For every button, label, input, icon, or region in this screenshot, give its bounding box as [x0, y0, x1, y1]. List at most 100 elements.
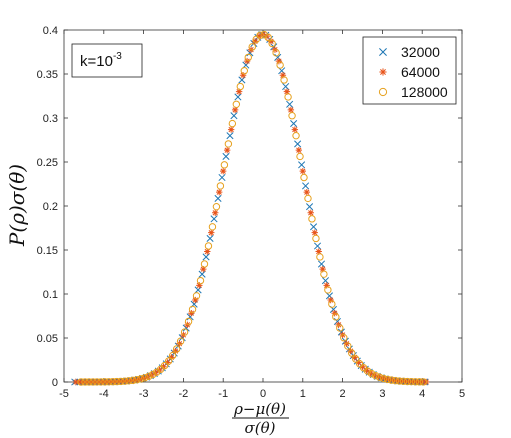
legend-label: 128000 — [401, 84, 448, 100]
data-point-circle — [264, 33, 272, 42]
annotation-text: k=10-3 — [80, 51, 122, 70]
data-point-circle — [157, 365, 165, 373]
data-series — [71, 30, 430, 386]
y-tick-label: 0.35 — [37, 69, 58, 81]
data-point-asterisk — [227, 126, 235, 133]
data-point-circle — [244, 53, 252, 62]
data-point-circle — [101, 378, 109, 386]
data-point-circle — [324, 286, 332, 294]
data-point-circle — [340, 334, 348, 342]
y-tick-label: 0.4 — [43, 25, 58, 37]
data-point-circle — [113, 377, 121, 386]
data-point-asterisk — [212, 209, 219, 217]
data-point-x — [290, 120, 298, 128]
x-label-numerator: ρ−μ(θ) — [233, 400, 286, 418]
data-point-x — [317, 260, 326, 268]
legend-item-128000: 128000 — [378, 84, 448, 100]
data-point-circle — [200, 260, 209, 268]
data-point-circle — [391, 376, 400, 385]
data-point-x — [206, 234, 214, 243]
data-point-circle — [172, 345, 181, 353]
data-point-asterisk — [315, 248, 322, 255]
data-point-circle — [105, 378, 113, 386]
y-tick-label: 0.05 — [37, 333, 58, 345]
data-point-circle — [284, 93, 292, 101]
data-point-circle — [137, 375, 145, 383]
data-point-x — [309, 223, 318, 231]
y-tick-label: 0.15 — [37, 245, 58, 257]
data-point-asterisk — [235, 88, 243, 95]
x-tick-label: -2 — [179, 388, 189, 400]
data-point-x — [294, 140, 302, 148]
data-point-circle — [81, 378, 89, 386]
annotation-box: k=10-3 — [71, 43, 143, 78]
data-point-circle — [276, 61, 284, 69]
data-point-circle — [304, 194, 312, 203]
data-point-circle — [216, 182, 225, 190]
x-tick-label: 1 — [300, 388, 306, 400]
data-point-x — [306, 203, 314, 211]
data-point-asterisk — [267, 38, 275, 45]
y-tick-label: 0.3 — [43, 113, 58, 125]
data-point-circle — [312, 234, 320, 243]
legend-label: 32000 — [401, 44, 440, 60]
data-point-circle — [212, 202, 221, 211]
legend-item-32000: 32000 — [379, 44, 440, 60]
data-point-circle — [387, 376, 396, 384]
data-point-circle — [252, 35, 260, 44]
data-point-x — [298, 161, 306, 169]
data-point-x — [198, 270, 206, 278]
x-tick-label: 3 — [379, 388, 385, 400]
data-point-circle — [133, 376, 141, 384]
data-point-asterisk — [327, 296, 334, 304]
data-point-circle — [188, 305, 197, 314]
y-tick-label: 0.25 — [37, 157, 58, 169]
data-point-asterisk — [220, 167, 227, 175]
data-point-asterisk — [239, 72, 247, 79]
annotation-base: k=10 — [80, 53, 113, 70]
data-point-x — [214, 194, 222, 202]
data-point-asterisk — [343, 340, 350, 347]
data-point-asterisk — [275, 57, 283, 65]
data-point-circle — [220, 161, 229, 169]
x-tick-label: 2 — [340, 388, 346, 400]
data-point-circle — [141, 374, 149, 382]
data-point-circle — [168, 351, 177, 360]
x-tick-label: -3 — [139, 388, 149, 400]
data-point-asterisk — [176, 340, 183, 347]
data-point-circle — [375, 373, 384, 381]
data-point-x — [379, 48, 387, 56]
data-point-x — [218, 173, 226, 182]
data-point-asterisk — [323, 282, 330, 289]
x-tick-label: -5 — [59, 388, 69, 400]
data-point-circle — [399, 377, 408, 386]
data-point-asterisk — [347, 347, 354, 355]
data-point-circle — [204, 242, 213, 250]
data-point-circle — [176, 337, 185, 345]
x-label-denominator: σ(θ) — [245, 419, 276, 437]
data-point-asterisk — [331, 310, 338, 317]
data-point-circle — [93, 378, 101, 386]
data-point-circle — [272, 49, 280, 57]
series-128000 — [77, 30, 428, 386]
data-point-asterisk — [204, 248, 211, 255]
data-point-circle — [121, 377, 129, 385]
data-point-circle — [85, 378, 93, 386]
data-point-asterisk — [231, 106, 239, 114]
data-point-circle — [109, 378, 117, 386]
data-point-circle — [288, 112, 296, 120]
data-point-asterisk — [359, 363, 366, 370]
data-point-x — [222, 152, 230, 160]
data-point-circle — [192, 292, 201, 300]
data-point-circle — [383, 375, 392, 384]
data-point-asterisk — [223, 146, 231, 154]
data-point-circle — [308, 215, 316, 223]
data-point-asterisk — [283, 88, 291, 95]
data-point-circle — [371, 371, 380, 380]
data-point-circle — [97, 378, 105, 386]
data-point-asterisk — [307, 209, 314, 217]
data-point-circle — [149, 370, 157, 379]
data-point-circle — [77, 378, 85, 386]
data-point-circle — [403, 377, 412, 386]
data-point-x — [325, 292, 334, 300]
